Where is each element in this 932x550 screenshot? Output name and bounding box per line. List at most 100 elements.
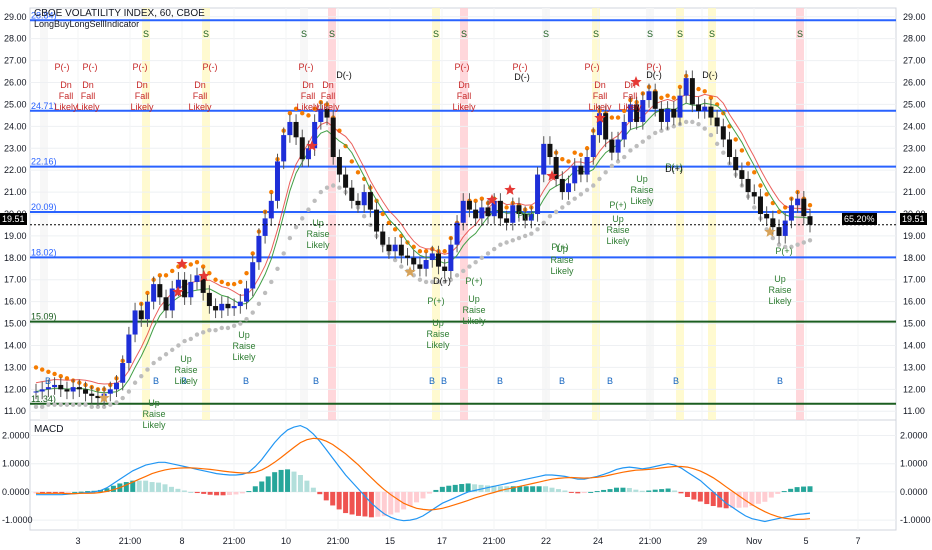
candle-body — [107, 389, 113, 394]
lower-band-dot — [783, 244, 788, 250]
x-tick-label: 15 — [385, 536, 395, 546]
sell-signal-label: Likely — [316, 102, 340, 112]
candle-body — [801, 198, 807, 217]
lower-band-dot — [442, 279, 447, 285]
macd-histogram-bar — [104, 488, 110, 492]
macd-histogram-bar — [807, 486, 813, 492]
candle-body — [305, 148, 311, 160]
macd-histogram-bar — [433, 489, 439, 492]
buy-b-marker: B — [559, 376, 565, 386]
candle-body — [665, 108, 671, 122]
buy-signal-label: Likely — [306, 240, 330, 250]
macd-histogram-bar — [265, 476, 271, 492]
p-minus-label: P(-) — [585, 62, 600, 72]
candle-body — [590, 135, 596, 158]
macd-histogram-bar — [788, 488, 794, 492]
y-tick-label-left: 12.00 — [4, 384, 27, 394]
p-plus-label: P(+) — [427, 296, 444, 306]
candle-body — [541, 143, 547, 175]
macd-histogram-bar — [620, 487, 626, 492]
macd-histogram-bar — [239, 491, 245, 494]
candle-body — [795, 198, 801, 206]
candle-body — [213, 306, 219, 311]
lower-band-dot — [238, 321, 243, 326]
buy-b-marker: B — [673, 376, 679, 386]
x-tick-label: 5 — [803, 536, 808, 546]
indicator-name: LongBuyLongSellIndicator — [34, 19, 140, 29]
lower-band-dot — [417, 277, 423, 282]
macd-histogram-bar — [781, 491, 787, 493]
candle-body — [435, 253, 441, 267]
sell-signal-label: Dn — [458, 80, 470, 90]
candle-body — [268, 200, 274, 219]
upper-band-dot — [733, 137, 738, 142]
candle-body — [714, 117, 720, 127]
upper-band-dot — [64, 376, 70, 381]
upper-band-dot — [200, 264, 206, 269]
candle-body — [702, 106, 708, 111]
sell-signal-label: Fall — [301, 91, 316, 101]
candle-body — [696, 104, 702, 111]
upper-band-dot — [504, 205, 509, 210]
current-price-right: 19.51 — [900, 213, 927, 225]
buy-b-marker: B — [777, 376, 783, 386]
lower-band-dot — [591, 183, 596, 188]
macd-histogram-bar — [646, 490, 652, 492]
lower-band-dot — [801, 240, 807, 245]
buy-b-marker: B — [153, 376, 159, 386]
lower-band-dot — [83, 402, 88, 407]
macd-histogram-bar — [39, 491, 45, 494]
lower-band-dot — [615, 159, 621, 164]
buy-signal-label: Raise — [550, 255, 573, 265]
lower-band-dot — [628, 148, 633, 153]
candle-body — [466, 200, 472, 210]
lower-band-dot — [776, 242, 782, 247]
macd-histogram-bar — [33, 491, 39, 494]
candle-body — [89, 393, 95, 396]
macd-histogram-bar — [130, 480, 136, 492]
lower-band-dot — [690, 119, 695, 125]
upper-band-dot — [622, 108, 627, 114]
candle-body — [318, 108, 324, 122]
macd-histogram-bar — [291, 471, 297, 492]
p-plus-label: P(+) — [517, 210, 534, 220]
lower-band-dot — [653, 130, 658, 136]
candle-body — [244, 288, 250, 302]
candle-body — [733, 157, 739, 171]
upper-band-dot — [615, 115, 621, 120]
upper-band-dot — [758, 183, 763, 188]
level-label: 11.34) — [31, 394, 56, 404]
macd-histogram-bar — [549, 487, 555, 492]
lower-band-dot — [683, 119, 689, 125]
lower-band-dot — [807, 238, 813, 243]
lower-band-dot — [485, 251, 491, 256]
macd-histogram-bar — [168, 486, 174, 492]
sell-signal-label: Dn — [136, 80, 148, 90]
sell-signal-label: Likely — [296, 102, 320, 112]
lower-band-dot — [789, 244, 794, 250]
macd-histogram-bar — [336, 491, 342, 510]
macd-histogram-bar — [401, 491, 407, 510]
macd-line — [36, 424, 811, 523]
lower-band-dot — [560, 205, 565, 210]
macd-histogram-bar — [272, 472, 278, 492]
macd-histogram-bar — [349, 491, 355, 515]
lower-band-dot — [578, 192, 584, 197]
d-minus-label: D(-) — [646, 70, 662, 80]
lower-band-dot — [269, 279, 274, 285]
macd-histogram-bar — [207, 491, 213, 495]
lower-band-dot — [461, 268, 466, 274]
macd-histogram-bar — [523, 486, 529, 492]
d-minus-label: D(-) — [514, 72, 530, 82]
upper-band-dot — [442, 249, 447, 254]
lower-band-dot — [430, 279, 435, 285]
red-star-marker — [198, 270, 210, 281]
lower-band-dot — [473, 260, 478, 265]
level-label: 20.09) — [31, 202, 57, 212]
candle-body — [169, 288, 175, 311]
level-label: 18.02) — [31, 247, 57, 257]
lower-band-dot — [250, 310, 255, 315]
candle-body — [392, 244, 398, 252]
macd-histogram-bar — [755, 491, 761, 504]
